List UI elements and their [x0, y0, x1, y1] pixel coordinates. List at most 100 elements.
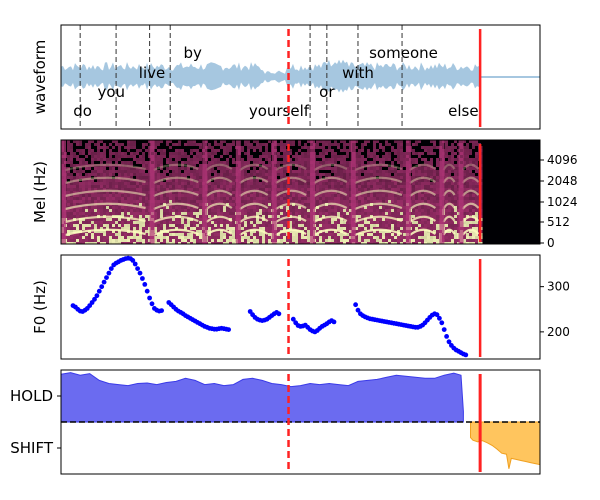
mel-cell [154, 146, 157, 149]
mel-cell [262, 143, 265, 146]
mel-cell [241, 179, 244, 182]
mel-cell [94, 191, 97, 194]
mel-cell [394, 242, 397, 244]
mel-cell [436, 242, 439, 244]
mel-cell [178, 176, 181, 179]
mel-cell [319, 227, 322, 230]
mel-cell [448, 197, 451, 200]
mel-cell [481, 179, 484, 182]
mel-cell [280, 161, 283, 164]
mel-cell [319, 203, 322, 206]
mel-cell [196, 203, 199, 206]
mel-cell [145, 203, 148, 206]
mel-cell [106, 173, 109, 176]
mel-cell [445, 218, 448, 221]
mel-cell [433, 203, 436, 206]
mel-cell [130, 161, 133, 164]
mel-cell [433, 155, 436, 158]
mel-cell [193, 194, 196, 197]
mel-cell [127, 221, 130, 224]
mel-cell [481, 194, 484, 197]
mel-cell [349, 221, 352, 224]
mel-cell [112, 233, 115, 236]
mel-cell [298, 158, 301, 161]
mel-cell [292, 143, 295, 146]
mel-cell [208, 230, 211, 233]
mel-cell [220, 206, 223, 209]
mel-cell [412, 194, 415, 197]
mel-cell [421, 230, 424, 233]
mel-cell [373, 218, 376, 221]
mel-cell [181, 143, 184, 146]
mel-cell [319, 173, 322, 176]
mel-cell [103, 230, 106, 233]
mel-cell [451, 224, 454, 227]
mel-cell [403, 221, 406, 224]
mel-cell [268, 173, 271, 176]
mel-cell [178, 227, 181, 230]
mel-cell [289, 227, 292, 230]
mel-cell [217, 185, 220, 188]
mel-cell [298, 239, 301, 242]
mel-cell [259, 161, 262, 164]
mel-cell [88, 152, 91, 155]
mel-harmonic [239, 176, 269, 184]
mel-cell [457, 227, 460, 230]
mel-cell [400, 209, 403, 212]
mel-cell [400, 173, 403, 176]
mel-cell [100, 185, 103, 188]
mel-cell [289, 149, 292, 152]
mel-cell [481, 182, 484, 185]
mel-cell [448, 194, 451, 197]
mel-cell [292, 170, 295, 173]
mel-cell [181, 179, 184, 182]
mel-cell [130, 146, 133, 149]
mel-cell [421, 173, 424, 176]
mel-cell [247, 149, 250, 152]
mel-cell [412, 155, 415, 158]
mel-cell [124, 197, 127, 200]
mel-cell [433, 239, 436, 242]
mel-cell [283, 173, 286, 176]
mel-cell [199, 152, 202, 155]
mel-cell [334, 188, 337, 191]
mel-cell [325, 176, 328, 179]
mel-cell [424, 140, 427, 143]
mel-cell [325, 209, 328, 212]
mel-cell [145, 236, 148, 239]
mel-cell [463, 176, 466, 179]
mel-cell [244, 179, 247, 182]
mel-cell [76, 164, 79, 167]
mel-cell [208, 224, 211, 227]
mel-cell [358, 203, 361, 206]
mel-cell [94, 170, 97, 173]
mel-cell [127, 188, 130, 191]
mel-cell [370, 218, 373, 221]
mel-cell [94, 209, 97, 212]
mel-cell [295, 149, 298, 152]
mel-cell [103, 170, 106, 173]
mel-cell [130, 242, 133, 244]
mel-cell [463, 143, 466, 146]
mel-cell [319, 179, 322, 182]
mel-cell [187, 209, 190, 212]
mel-cell [73, 188, 76, 191]
mel-cell [307, 155, 310, 158]
mel-cell [367, 152, 370, 155]
mel-cell [415, 212, 418, 215]
mel-cell [292, 233, 295, 236]
mel-cell [403, 209, 406, 212]
mel-cell [481, 227, 484, 230]
mel-cell [454, 209, 457, 212]
mel-cell [244, 197, 247, 200]
mel-cell [190, 143, 193, 146]
mel-cell [199, 242, 202, 244]
mel-cell [70, 221, 73, 224]
mel-cell [136, 152, 139, 155]
mel-cell [76, 215, 79, 218]
mel-cell [166, 149, 169, 152]
mel-cell [304, 173, 307, 176]
mel-cell [265, 200, 268, 203]
mel-cell [133, 176, 136, 179]
mel-cell [157, 197, 160, 200]
